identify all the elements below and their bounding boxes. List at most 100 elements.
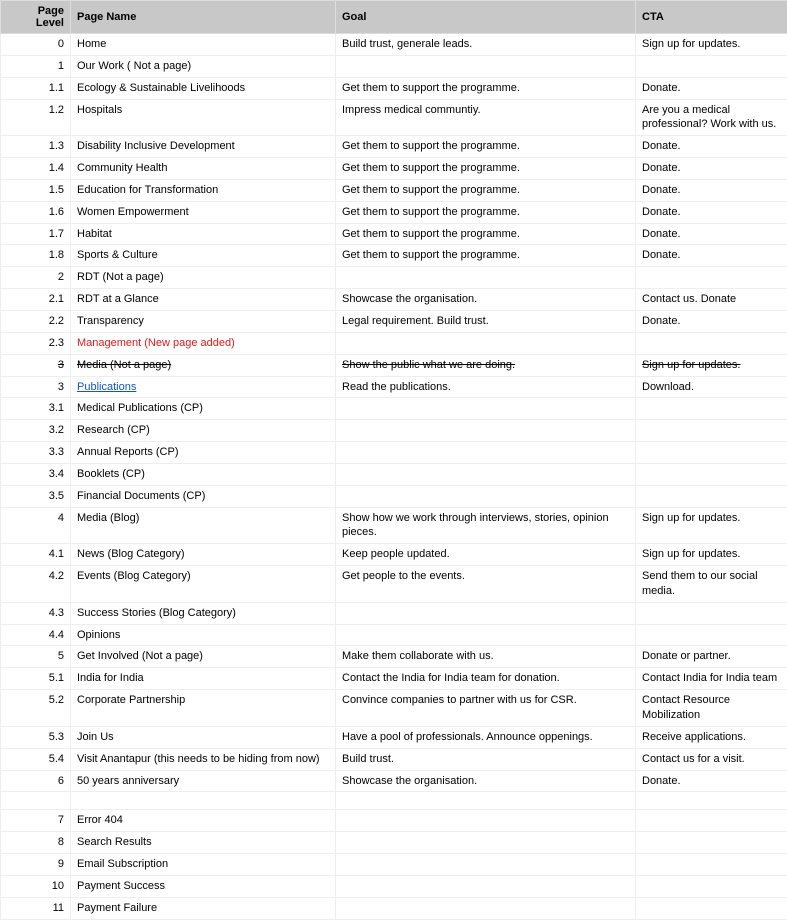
cell-page-name: Search Results — [71, 832, 336, 854]
cell-goal — [336, 854, 636, 876]
cell-page-name: Community Health — [71, 158, 336, 180]
cell-goal: Make them collaborate with us. — [336, 646, 636, 668]
cell-page-name: Transparency — [71, 310, 336, 332]
table-row: 3Media (Not a page)Show the public what … — [1, 354, 787, 376]
cell-goal — [336, 442, 636, 464]
table-row: 650 years anniversaryShowcase the organi… — [1, 770, 787, 792]
cell-cta — [636, 875, 787, 897]
cell-cta — [636, 463, 787, 485]
table-row: 4.3Success Stories (Blog Category) — [1, 602, 787, 624]
table-row: 5.4Visit Anantapur (this needs to be hid… — [1, 748, 787, 770]
table-row: 4.1News (Blog Category)Keep people updat… — [1, 544, 787, 566]
cell-goal: Get them to support the programme. — [336, 201, 636, 223]
header-goal: Goal — [336, 1, 636, 34]
cell-cta: Sign up for updates. — [636, 544, 787, 566]
cell-goal: Keep people updated. — [336, 544, 636, 566]
table-row: 10Payment Success — [1, 875, 787, 897]
cell-page-level: 6 — [1, 770, 71, 792]
cell-cta: Contact India for India team — [636, 668, 787, 690]
cell-page-level: 1.4 — [1, 158, 71, 180]
table-row: 1.6Women EmpowermentGet them to support … — [1, 201, 787, 223]
cell-goal — [336, 810, 636, 832]
cell-cta — [636, 854, 787, 876]
cell-page-name: Sports & Culture — [71, 245, 336, 267]
cell-page-level: 3.5 — [1, 485, 71, 507]
cell-cta: Donate. — [636, 245, 787, 267]
cell-page-level: 4.1 — [1, 544, 71, 566]
cell-cta — [636, 267, 787, 289]
cell-page-level: 3.2 — [1, 420, 71, 442]
table-row: 1.3Disability Inclusive DevelopmentGet t… — [1, 136, 787, 158]
cell-page-name: Hospitals — [71, 99, 336, 136]
cell-page-level: 1.7 — [1, 223, 71, 245]
cell-cta — [636, 624, 787, 646]
table-row: 4.4Opinions — [1, 624, 787, 646]
cell-goal: Contact the India for India team for don… — [336, 668, 636, 690]
cell-page-level: 1.3 — [1, 136, 71, 158]
cell-page-name: Publications — [71, 376, 336, 398]
cell-page-name: RDT at a Glance — [71, 289, 336, 311]
cell-page-level: 1 — [1, 55, 71, 77]
cell-page-level: 8 — [1, 832, 71, 854]
table-row — [1, 792, 787, 810]
cell-cta: Donate. — [636, 770, 787, 792]
cell-page-name: Annual Reports (CP) — [71, 442, 336, 464]
cell-page-name: Payment Failure — [71, 897, 336, 919]
cell-goal: Read the publications. — [336, 376, 636, 398]
cell-page-level: 9 — [1, 854, 71, 876]
cell-cta — [636, 485, 787, 507]
cell-page-name: Join Us — [71, 726, 336, 748]
cell-goal — [336, 485, 636, 507]
cell-goal: Get them to support the programme. — [336, 77, 636, 99]
cell-page-level: 11 — [1, 897, 71, 919]
table-row: 3.1Medical Publications (CP) — [1, 398, 787, 420]
cell-cta — [636, 810, 787, 832]
table-row: 1.2HospitalsImpress medical communtiy.Ar… — [1, 99, 787, 136]
table-row: 1.5Education for TransformationGet them … — [1, 179, 787, 201]
header-page-name: Page Name — [71, 1, 336, 34]
cell-goal: Get them to support the programme. — [336, 136, 636, 158]
cell-cta: Donate. — [636, 77, 787, 99]
sitemap-table: Page Level Page Name Goal CTA 0HomeBuild… — [0, 0, 787, 920]
cell-cta — [636, 832, 787, 854]
table-row: 3PublicationsRead the publications.Downl… — [1, 376, 787, 398]
cell-goal — [336, 398, 636, 420]
table-row: 1Our Work ( Not a page) — [1, 55, 787, 77]
cell-page-level: 10 — [1, 875, 71, 897]
cell-cta — [636, 792, 787, 810]
table-row: 5.2Corporate PartnershipConvince compani… — [1, 690, 787, 727]
cell-goal: Get them to support the programme. — [336, 179, 636, 201]
table-row: 4Media (Blog)Show how we work through in… — [1, 507, 787, 544]
cell-page-name: Management (New page added) — [71, 332, 336, 354]
cell-goal: Legal requirement. Build trust. — [336, 310, 636, 332]
cell-goal — [336, 463, 636, 485]
cell-cta: Donate. — [636, 201, 787, 223]
cell-goal: Show how we work through interviews, sto… — [336, 507, 636, 544]
cell-page-level: 1.8 — [1, 245, 71, 267]
cell-page-name: Corporate Partnership — [71, 690, 336, 727]
cell-page-level: 2.2 — [1, 310, 71, 332]
table-row: 3.5Financial Documents (CP) — [1, 485, 787, 507]
cell-page-level: 4 — [1, 507, 71, 544]
table-row: 5Get Involved (Not a page)Make them coll… — [1, 646, 787, 668]
table-row: 8Search Results — [1, 832, 787, 854]
cell-cta: Donate or partner. — [636, 646, 787, 668]
table-row: 5.1India for IndiaContact the India for … — [1, 668, 787, 690]
cell-goal: Showcase the organisation. — [336, 289, 636, 311]
cell-goal: Get them to support the programme. — [336, 158, 636, 180]
cell-page-level: 3.4 — [1, 463, 71, 485]
table-row: 7Error 404 — [1, 810, 787, 832]
cell-goal — [336, 832, 636, 854]
cell-page-name: RDT (Not a page) — [71, 267, 336, 289]
table-row: 4.2Events (Blog Category)Get people to t… — [1, 566, 787, 603]
cell-page-level: 4.2 — [1, 566, 71, 603]
table-row: 1.8Sports & CultureGet them to support t… — [1, 245, 787, 267]
cell-page-name: Disability Inclusive Development — [71, 136, 336, 158]
table-row: 5.3Join UsHave a pool of professionals. … — [1, 726, 787, 748]
table-row: 3.3Annual Reports (CP) — [1, 442, 787, 464]
cell-page-level — [1, 792, 71, 810]
cell-page-name: News (Blog Category) — [71, 544, 336, 566]
cell-page-name: Events (Blog Category) — [71, 566, 336, 603]
cell-page-level: 3.1 — [1, 398, 71, 420]
cell-page-name: Payment Success — [71, 875, 336, 897]
